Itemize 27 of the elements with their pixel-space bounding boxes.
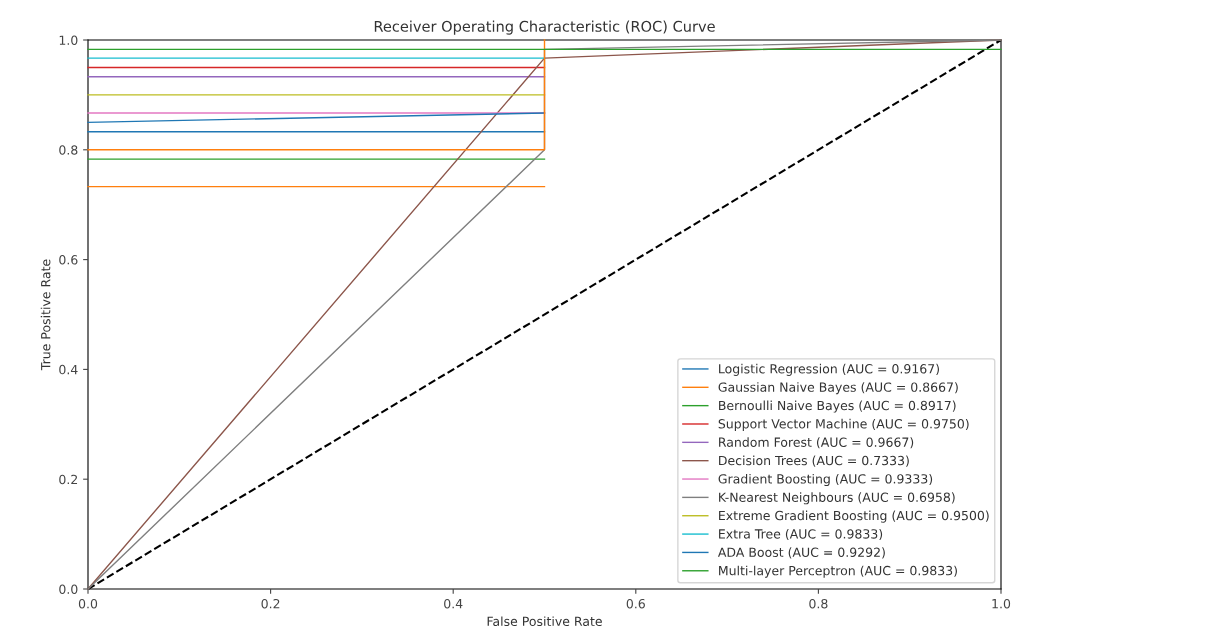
legend-label: Gradient Boosting (AUC = 0.9333) xyxy=(718,473,933,487)
x-axis-title: False Positive Rate xyxy=(487,616,602,627)
legend-label: K-Nearest Neighbours (AUC = 0.6958) xyxy=(719,492,955,505)
x-tick-label: 1.0 xyxy=(992,598,1011,609)
legend-label: Extreme Gradient Boosting (AUC = 0.9500) xyxy=(719,510,989,523)
legend-label: Random Forest (AUC = 0.9667) xyxy=(719,437,914,449)
y-tick-label: 0.2 xyxy=(59,474,78,485)
y-tick-label: 0.0 xyxy=(59,584,78,594)
legend-label: Bernoulli Naive Bayes (AUC = 0.8917) xyxy=(719,400,956,413)
y-tick-label: 0.6 xyxy=(59,255,78,265)
x-tick-label: 0.4 xyxy=(444,598,463,609)
y-axis-title: True Positive Rate xyxy=(40,259,51,371)
legend-label: Multi-layer Perceptron (AUC = 0.9833) xyxy=(719,565,957,578)
legend-label: Extra Tree (AUC = 0.9833) xyxy=(719,528,883,541)
legend-label: Gaussian Naive Bayes (AUC = 0.8667) xyxy=(718,382,958,395)
y-tick-label: 0.8 xyxy=(59,145,78,155)
x-tick-label: 0.8 xyxy=(809,598,828,609)
x-tick-label: 0.2 xyxy=(261,598,280,609)
x-tick-label: 0.0 xyxy=(78,598,98,609)
x-tick-label: 0.6 xyxy=(626,598,645,609)
y-tick-label: 0.4 xyxy=(59,364,78,375)
legend-label: ADA Boost (AUC = 0.9292) xyxy=(717,547,885,559)
y-tick-label: 1.0 xyxy=(59,35,78,45)
chart-title: Receiver Operating Characteristic (ROC) Curve xyxy=(374,20,715,35)
legend-label: Support Vector Machine (AUC = 0.9750) xyxy=(718,418,969,431)
legend-label: Decision Trees (AUC = 0.7333) xyxy=(719,455,909,467)
legend-label: Logistic Regression (AUC = 0.9167) xyxy=(719,363,939,376)
